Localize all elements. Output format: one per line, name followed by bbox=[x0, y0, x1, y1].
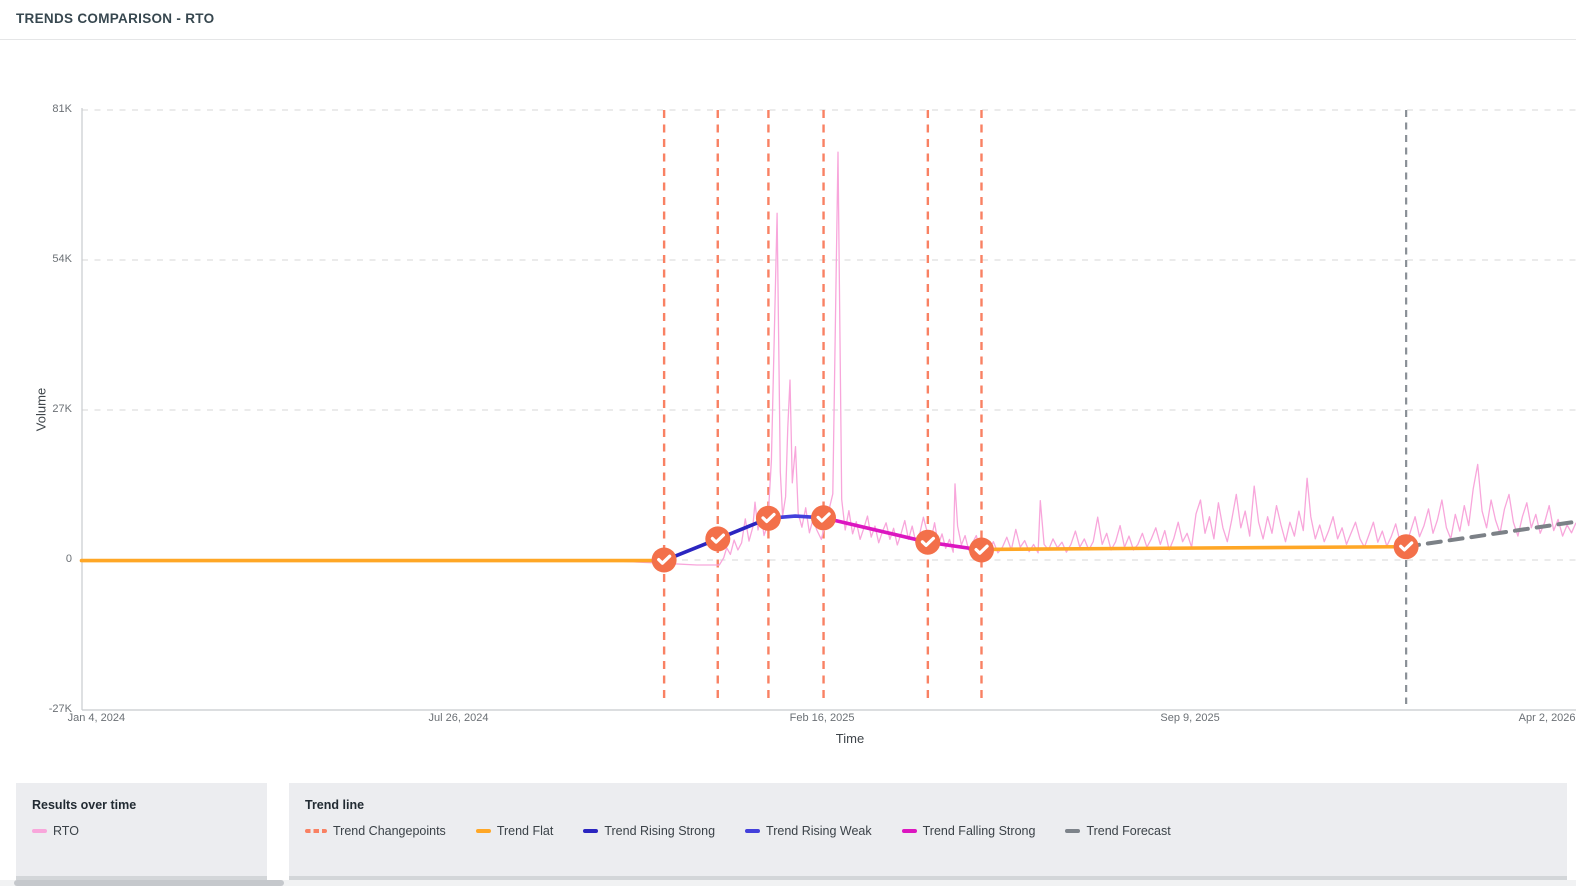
legend-label: RTO bbox=[53, 824, 79, 838]
dashed-line-swatch-icon bbox=[305, 829, 327, 833]
line-swatch-icon bbox=[745, 829, 761, 833]
changepoint-marker[interactable] bbox=[705, 526, 731, 552]
changepoint-marker[interactable] bbox=[969, 537, 994, 563]
x-axis-title: Time bbox=[835, 731, 865, 746]
x-tick-label: Jul 26, 2024 bbox=[428, 712, 489, 724]
legend-label: Trend Flat bbox=[496, 824, 554, 838]
y-tick-label: 81K bbox=[52, 102, 72, 115]
x-tick-label: Jan 4, 2024 bbox=[67, 712, 126, 724]
line-swatch-icon bbox=[1065, 829, 1081, 833]
legend-label: Trend Falling Strong bbox=[922, 824, 1036, 838]
horizontal-scrollbar-track[interactable] bbox=[0, 880, 1576, 886]
x-tick-label: Apr 2, 2026 bbox=[1518, 712, 1576, 724]
x-tick-label: Feb 16, 2025 bbox=[789, 712, 855, 724]
trend-segment-forecast bbox=[1404, 519, 1576, 549]
changepoint-marker[interactable] bbox=[811, 505, 836, 531]
check-icon bbox=[816, 512, 831, 523]
trend-legend-items: Trend Changepoints Trend Flat Trend Rising… bbox=[305, 824, 1551, 838]
check-icon bbox=[761, 512, 776, 524]
legend-label: Trend Forecast bbox=[1086, 824, 1171, 838]
trends-chart bbox=[79, 108, 1576, 711]
check-icon bbox=[657, 554, 672, 565]
legend-label: Trend Rising Weak bbox=[766, 824, 872, 838]
line-swatch-icon bbox=[32, 829, 47, 833]
legend-item-trend-rising-strong[interactable]: Trend Rising Strong bbox=[583, 824, 715, 838]
trend-segment-flat bbox=[979, 544, 1408, 552]
changepoint-marker[interactable] bbox=[755, 505, 781, 531]
legend-item-trend-rising-weak[interactable]: Trend Rising Weak bbox=[745, 824, 872, 838]
legend-item-trend-forecast[interactable]: Trend Forecast bbox=[1065, 824, 1171, 838]
legend-item-trend-changepoints[interactable]: Trend Changepoints bbox=[305, 824, 446, 838]
changepoint-marker[interactable] bbox=[915, 529, 941, 555]
title-bar: TRENDS COMPARISON - RTO bbox=[0, 0, 1576, 40]
trend-legend-title: Trend line bbox=[305, 798, 365, 812]
x-tick-label: Sep 9, 2025 bbox=[1160, 712, 1220, 724]
legend-item-rto[interactable]: RTO bbox=[32, 824, 79, 838]
y-tick-label: 0 bbox=[65, 553, 72, 565]
results-legend-title: Results over time bbox=[32, 798, 137, 812]
results-legend-items: RTO bbox=[32, 824, 251, 838]
legend-label: Trend Rising Strong bbox=[604, 824, 716, 838]
check-icon bbox=[710, 533, 725, 544]
y-tick-label: -27K bbox=[48, 703, 72, 715]
results-over-time-legend: Results over time RTO bbox=[16, 783, 267, 880]
trend-line-legend: Trend line Trend Changepoints Trend Flat T… bbox=[289, 783, 1567, 880]
legend-item-trend-falling-strong[interactable]: Trend Falling Strong bbox=[901, 824, 1036, 838]
rto-series-line bbox=[86, 151, 1576, 566]
check-icon bbox=[1399, 541, 1414, 552]
line-swatch-icon bbox=[901, 829, 917, 833]
horizontal-scrollbar-thumb[interactable] bbox=[14, 880, 284, 886]
changepoint-marker[interactable] bbox=[651, 547, 677, 573]
line-swatch-icon bbox=[583, 829, 599, 833]
changepoint-marker[interactable] bbox=[1393, 534, 1419, 560]
legend-item-trend-flat[interactable]: Trend Flat bbox=[475, 824, 554, 838]
legend-label: Trend Changepoints bbox=[333, 824, 446, 838]
check-icon bbox=[974, 544, 989, 555]
y-tick-label: 54K bbox=[52, 252, 72, 265]
y-tick-label: 27K bbox=[52, 402, 72, 415]
line-swatch-icon bbox=[475, 829, 491, 833]
check-icon bbox=[920, 536, 935, 548]
page-title: TRENDS COMPARISON - RTO bbox=[16, 11, 215, 26]
